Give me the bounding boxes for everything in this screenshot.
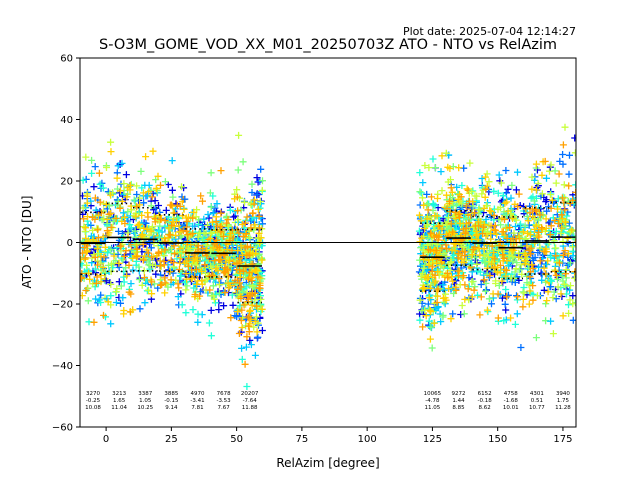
segment-stat-label: 6152 <box>478 391 492 397</box>
segment-stat-label: -7.64 <box>243 398 258 404</box>
segment-stat-label: 3387 <box>138 391 152 397</box>
x-tick-label: 50 <box>230 434 243 445</box>
x-tick-label: 125 <box>423 434 442 445</box>
scatter-markers <box>233 193 264 368</box>
segment-stat-label: 3885 <box>164 391 178 397</box>
scatter-markers <box>468 173 501 314</box>
segment-stat-label: 3213 <box>112 391 126 397</box>
x-tick-label: 75 <box>296 434 309 445</box>
segment-stat-label: 10.77 <box>529 405 545 411</box>
scatter-series-segment <box>494 167 528 351</box>
segment-stat-label: -1.68 <box>504 398 519 404</box>
y-tick-label: 0 <box>67 238 73 249</box>
scatter-series-segment <box>102 138 136 328</box>
scatter-markers <box>102 148 135 318</box>
scatter-series-segment <box>154 157 188 309</box>
segment-stat-label: -0.15 <box>164 398 179 404</box>
y-tick-label: 20 <box>60 177 73 188</box>
segment-stat-label: 7678 <box>217 391 231 397</box>
segment-stat-label: 4301 <box>530 391 544 397</box>
segment-stat-label: 10.01 <box>503 405 519 411</box>
scatter-series-segment <box>181 189 214 327</box>
segment-stat-label: 4758 <box>504 391 518 397</box>
scatter-markers <box>469 185 499 319</box>
stat-overlays <box>80 201 576 304</box>
segment-stat-label: 3940 <box>556 391 570 397</box>
scatter-markers <box>548 196 576 320</box>
segment-stat-label: 4970 <box>190 391 204 397</box>
segment-stat-label: 11.88 <box>242 405 258 411</box>
segment-stat-label: -0.25 <box>86 398 101 404</box>
segment-stat-label: -4.78 <box>425 398 440 404</box>
scatter-series-segment <box>546 123 576 338</box>
segment-stat-label: 11.05 <box>425 405 441 411</box>
segment-stat-label: 10065 <box>424 391 442 397</box>
scatter-markers <box>494 190 527 322</box>
segment-stat-label: 9.14 <box>165 405 178 411</box>
scatter-markers <box>522 157 550 304</box>
x-tick-label: 150 <box>488 434 507 445</box>
x-tick-label: 175 <box>553 434 572 445</box>
scatter-points <box>80 123 576 390</box>
segment-stat-label: 3270 <box>86 391 100 397</box>
scatter-series-segment <box>520 157 554 342</box>
segment-stat-label: 8.85 <box>452 405 465 411</box>
segment-stat-label: 11.04 <box>111 405 127 411</box>
scatter-markers <box>442 184 475 294</box>
y-tick-label: 40 <box>60 115 73 126</box>
segment-stat-label: -0.18 <box>478 398 493 404</box>
scatter-series-segment <box>129 147 162 314</box>
segment-stat-label: 0.51 <box>531 398 543 404</box>
segment-stat-label: 7.67 <box>217 405 230 411</box>
scatter-markers <box>154 181 187 292</box>
segment-stat-label: 1.75 <box>557 398 570 404</box>
segment-stat-label: 1.65 <box>113 398 126 404</box>
segment-stat-label: 8.62 <box>479 405 491 411</box>
segment-stat-label: 1.44 <box>452 398 465 404</box>
scatter-series-segment <box>80 153 110 326</box>
x-axis-label: RelAzim [degree] <box>276 456 379 470</box>
x-tick-label: 25 <box>165 434 178 445</box>
scatter-series-segment <box>233 131 266 390</box>
scatter-markers <box>80 192 109 300</box>
chart-title: S-O3M_GOME_VOD_XX_M01_20250703Z ATO - NT… <box>99 37 557 53</box>
y-tick-label: −40 <box>52 361 73 372</box>
axis-ticks: 0 25 50 75 100 125 150 175 −60 −40 −20 0 20 40 60 <box>52 54 573 446</box>
segment-stat-label: 10.08 <box>85 405 101 411</box>
segment-stat-label: 10.25 <box>137 405 153 411</box>
y-tick-label: 60 <box>60 54 73 65</box>
segment-stat-label: 7.81 <box>191 405 203 411</box>
segment-stat-label: 1.05 <box>139 398 152 404</box>
scatter-markers <box>546 141 576 279</box>
y-axis-label: ATO - NTO [DU] <box>20 196 34 289</box>
segment-stat-label: 11.28 <box>555 405 571 411</box>
scatter-series-segment <box>415 152 449 352</box>
segment-stat-label: -3.41 <box>190 398 204 404</box>
segment-stat-label: 9272 <box>452 391 466 397</box>
x-tick-label: 0 <box>103 434 109 445</box>
segment-stat-label: 20207 <box>241 391 259 397</box>
y-tick-label: −20 <box>52 300 73 311</box>
y-tick-label: −60 <box>52 423 73 434</box>
scatter-markers <box>419 193 449 331</box>
segment-stat-label: -3.53 <box>216 398 231 404</box>
plot-frame <box>79 57 577 428</box>
scatter-series-segment <box>468 170 502 319</box>
x-tick-label: 100 <box>358 434 377 445</box>
plot-date: Plot date: 2025-07-04 12:14:27 <box>403 25 576 38</box>
